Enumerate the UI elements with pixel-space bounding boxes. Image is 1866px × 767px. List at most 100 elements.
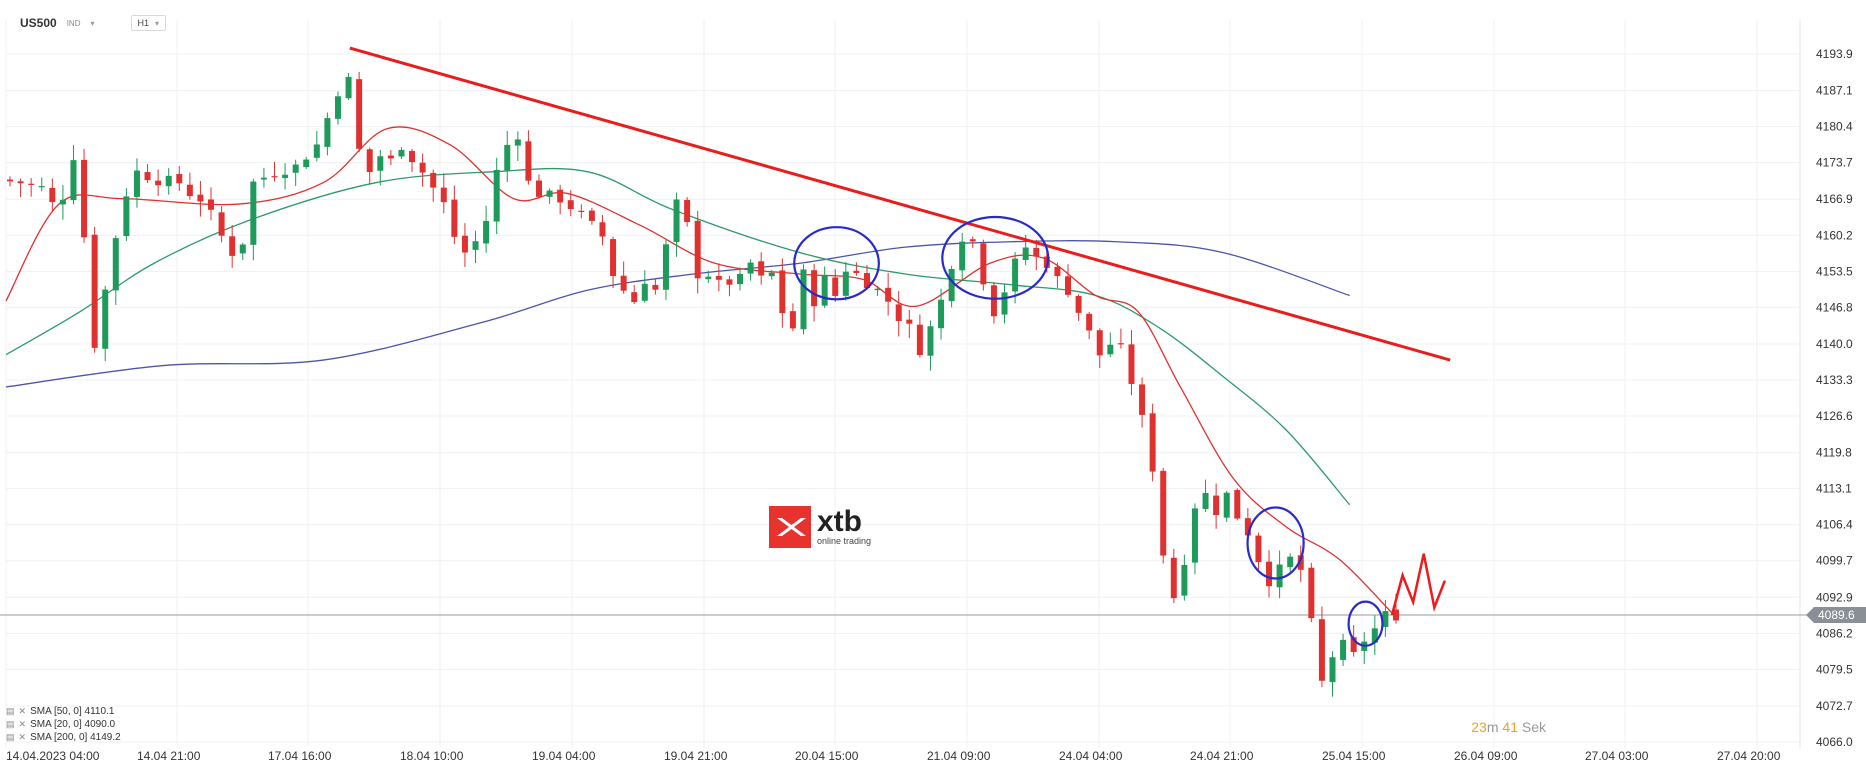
bear-candle[interactable]: [176, 166, 183, 192]
bull-candle[interactable]: [1191, 503, 1198, 575]
bear-candle[interactable]: [1149, 403, 1156, 482]
bull-candle[interactable]: [1223, 490, 1230, 522]
bull-candle[interactable]: [514, 131, 521, 162]
bear-candle[interactable]: [81, 148, 88, 243]
bear-candle[interactable]: [631, 285, 638, 305]
bear-candle[interactable]: [758, 252, 765, 285]
bull-candle[interactable]: [377, 149, 384, 186]
settings-icon[interactable]: ▤: [6, 719, 15, 729]
bear-candle[interactable]: [1255, 532, 1262, 571]
bull-candle[interactable]: [133, 158, 140, 208]
bear-candle[interactable]: [578, 204, 585, 219]
bull-candle[interactable]: [1371, 615, 1378, 655]
bear-candle[interactable]: [144, 164, 151, 184]
bear-candle[interactable]: [916, 314, 923, 358]
bear-candle[interactable]: [1117, 328, 1124, 349]
bull-candle[interactable]: [1202, 479, 1209, 512]
bear-candle[interactable]: [1033, 239, 1040, 271]
bear-candle[interactable]: [906, 310, 913, 339]
bear-candle[interactable]: [980, 239, 987, 291]
close-icon[interactable]: ✕: [18, 732, 27, 742]
bear-candle[interactable]: [715, 263, 722, 292]
bull-candle[interactable]: [673, 192, 680, 257]
bull-candle[interactable]: [472, 230, 479, 264]
bear-candle[interactable]: [832, 269, 839, 302]
bear-candle[interactable]: [461, 223, 468, 267]
candles[interactable]: [7, 71, 1399, 697]
bull-candle[interactable]: [70, 145, 77, 205]
legend-item-sma20[interactable]: ▤ ✕ SMA [20, 0] 4090.0: [6, 718, 121, 731]
bear-candle[interactable]: [1266, 550, 1273, 598]
bull-candle[interactable]: [768, 269, 775, 280]
bull-candle[interactable]: [398, 147, 405, 159]
bear-candle[interactable]: [366, 147, 373, 185]
bear-candle[interactable]: [811, 263, 818, 322]
bull-candle[interactable]: [1287, 553, 1294, 574]
bear-candle[interactable]: [652, 278, 659, 295]
close-icon[interactable]: ✕: [18, 719, 27, 729]
bear-candle[interactable]: [271, 161, 278, 182]
bear-candle[interactable]: [1139, 377, 1146, 428]
bull-candle[interactable]: [504, 130, 511, 183]
legend-item-sma50[interactable]: ▤ ✕ SMA [50, 0] 4110.1: [6, 705, 121, 718]
bear-candle[interactable]: [229, 225, 236, 268]
bull-candle[interactable]: [1001, 284, 1008, 324]
bull-candle[interactable]: [483, 205, 490, 253]
bear-candle[interactable]: [557, 184, 564, 215]
bear-candle[interactable]: [1308, 562, 1315, 623]
bear-candle[interactable]: [49, 178, 56, 211]
bear-candle[interactable]: [726, 275, 733, 297]
bear-candle[interactable]: [895, 290, 902, 337]
bull-candle[interactable]: [324, 112, 331, 156]
settings-icon[interactable]: ▤: [6, 706, 15, 716]
bear-candle[interactable]: [186, 172, 193, 200]
bull-candle[interactable]: [747, 259, 754, 281]
symbol-label[interactable]: US500: [20, 16, 57, 30]
bull-candle[interactable]: [641, 270, 648, 303]
bull-candle[interactable]: [250, 178, 257, 261]
bear-candle[interactable]: [599, 215, 606, 246]
bear-candle[interactable]: [91, 226, 98, 353]
bear-candle[interactable]: [451, 185, 458, 245]
bear-candle[interactable]: [387, 150, 394, 166]
bull-candle[interactable]: [493, 157, 500, 235]
bull-candle[interactable]: [1382, 599, 1389, 637]
bull-candle[interactable]: [38, 177, 45, 192]
bear-candle[interactable]: [1297, 545, 1304, 583]
bear-candle[interactable]: [1128, 330, 1135, 396]
bear-candle[interactable]: [356, 71, 363, 152]
bear-candle[interactable]: [684, 197, 691, 227]
bear-candle[interactable]: [1054, 262, 1061, 288]
bear-candle[interactable]: [17, 178, 24, 198]
bear-candle[interactable]: [440, 173, 447, 214]
bull-candle[interactable]: [123, 188, 130, 241]
bull-candle[interactable]: [239, 242, 246, 261]
bull-candle[interactable]: [1276, 550, 1283, 599]
bear-candle[interactable]: [1065, 264, 1071, 298]
bull-candle[interactable]: [345, 73, 352, 100]
bear-candle[interactable]: [1086, 311, 1093, 340]
bull-candle[interactable]: [874, 285, 881, 297]
bull-candle[interactable]: [1181, 554, 1188, 601]
bear-candle[interactable]: [610, 236, 617, 288]
bull-candle[interactable]: [927, 320, 934, 371]
bear-candle[interactable]: [430, 169, 437, 202]
bull-candle[interactable]: [662, 239, 669, 301]
bear-candle[interactable]: [620, 261, 627, 294]
bear-candle[interactable]: [197, 181, 204, 217]
bull-candle[interactable]: [842, 262, 849, 301]
bear-candle[interactable]: [155, 169, 162, 196]
bear-candle[interactable]: [218, 206, 225, 243]
bear-candle[interactable]: [885, 272, 892, 316]
bear-candle[interactable]: [694, 210, 701, 294]
bear-candle[interactable]: [1234, 488, 1241, 521]
bear-candle[interactable]: [567, 190, 574, 217]
bull-candle[interactable]: [313, 131, 320, 162]
bull-candle[interactable]: [282, 163, 289, 190]
bear-candle[interactable]: [779, 258, 786, 328]
timeframe-selector[interactable]: H1 ▾: [130, 15, 167, 31]
bull-candle[interactable]: [303, 156, 310, 169]
bear-candle[interactable]: [525, 130, 532, 185]
bear-candle[interactable]: [208, 187, 215, 221]
